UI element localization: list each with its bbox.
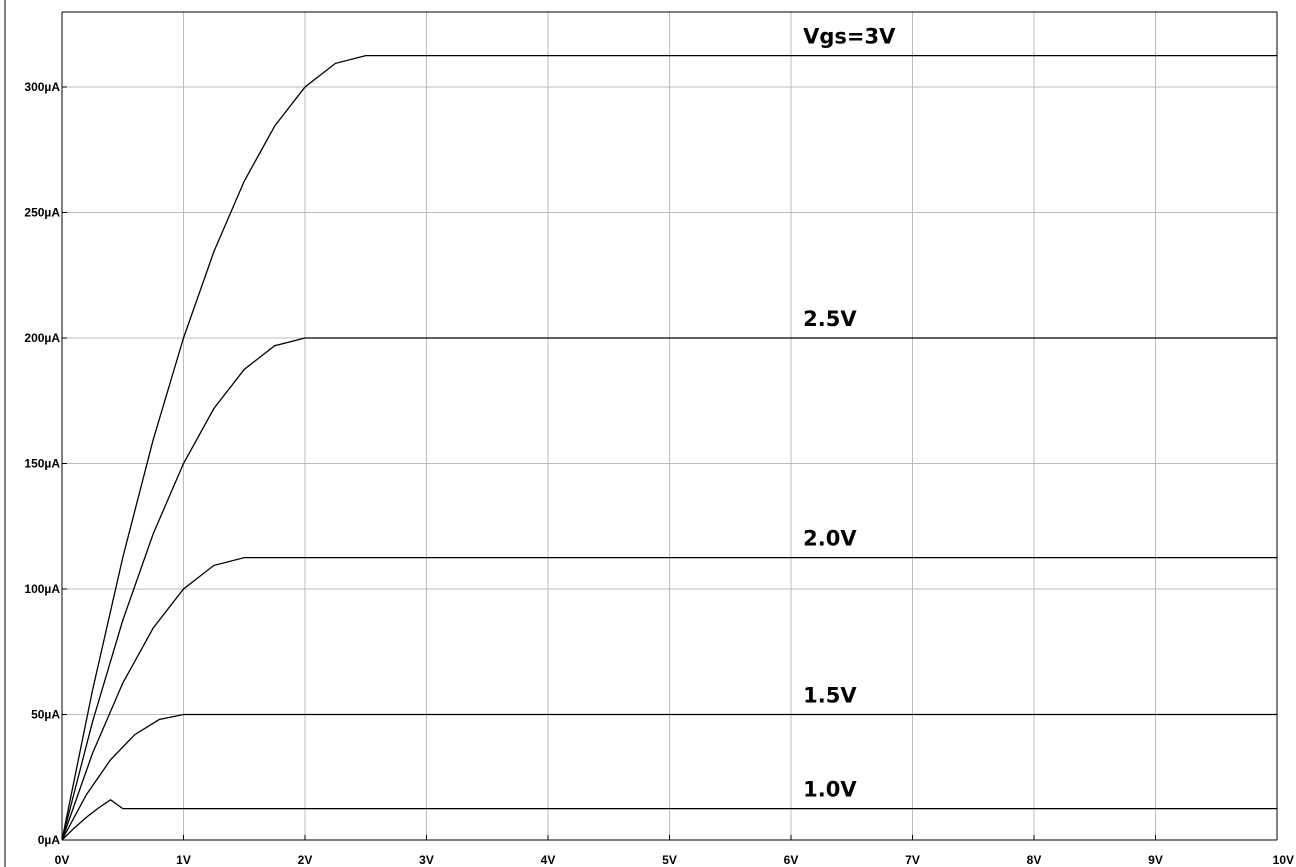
- ticks: 0V 1V 2V 3V 4V 5V 6V 7V 8V 9V 10V 0µA 50µA 100µA 150µA…: [24, 80, 1294, 867]
- series: [61, 54, 1277, 841]
- x-tick-label: 2V: [298, 853, 313, 867]
- series-label: 2.5V: [803, 307, 857, 331]
- series-line: [61, 54, 1277, 841]
- series-label: 1.0V: [803, 778, 857, 802]
- series-line: [61, 337, 1277, 841]
- x-tick-label: 3V: [419, 853, 434, 867]
- x-tick-label: 1V: [176, 853, 191, 867]
- x-tick-label: 8V: [1027, 853, 1042, 867]
- grid: [62, 12, 1277, 840]
- series-label: 1.5V: [803, 684, 857, 708]
- series-line: [61, 799, 1277, 841]
- x-tick-label: 6V: [784, 853, 799, 867]
- y-tick-label: 250µA: [24, 206, 60, 220]
- x-tick-label: 10V: [1273, 853, 1294, 867]
- series-labels: 1.0V 1.5V 2.0V 2.5V Vgs=3V: [803, 25, 896, 802]
- series-line: [61, 556, 1277, 841]
- x-tick-label: 9V: [1148, 853, 1163, 867]
- x-tick-label: 0V: [55, 853, 70, 867]
- y-tick-label: 300µA: [24, 80, 60, 94]
- series-line: [61, 713, 1277, 841]
- y-tick-label: 100µA: [24, 582, 60, 596]
- y-tick-label: 200µA: [24, 331, 60, 345]
- y-tick-label: 150µA: [24, 457, 60, 471]
- y-tick-label: 50µA: [31, 708, 60, 722]
- series-label: 2.0V: [803, 527, 857, 551]
- axes: [4, 0, 1278, 867]
- x-tick-label: 7V: [905, 853, 920, 867]
- x-tick-label: 5V: [662, 853, 677, 867]
- y-tick-label: 0µA: [38, 833, 61, 847]
- x-tick-label: 4V: [541, 853, 556, 867]
- series-label: Vgs=3V: [803, 25, 896, 49]
